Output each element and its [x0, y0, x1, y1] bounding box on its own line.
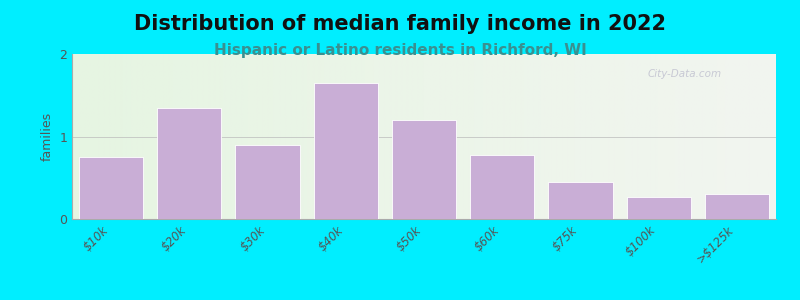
- Bar: [235, 145, 300, 219]
- Bar: [470, 154, 534, 219]
- Bar: [158, 108, 222, 219]
- Bar: [79, 157, 143, 219]
- Text: City-Data.com: City-Data.com: [647, 69, 722, 79]
- Bar: [392, 120, 456, 219]
- Text: Distribution of median family income in 2022: Distribution of median family income in …: [134, 14, 666, 34]
- Y-axis label: families: families: [41, 112, 54, 161]
- Bar: [705, 194, 769, 219]
- Bar: [314, 83, 378, 219]
- Text: Hispanic or Latino residents in Richford, WI: Hispanic or Latino residents in Richford…: [214, 44, 586, 59]
- Bar: [626, 197, 690, 219]
- Bar: [548, 182, 613, 219]
